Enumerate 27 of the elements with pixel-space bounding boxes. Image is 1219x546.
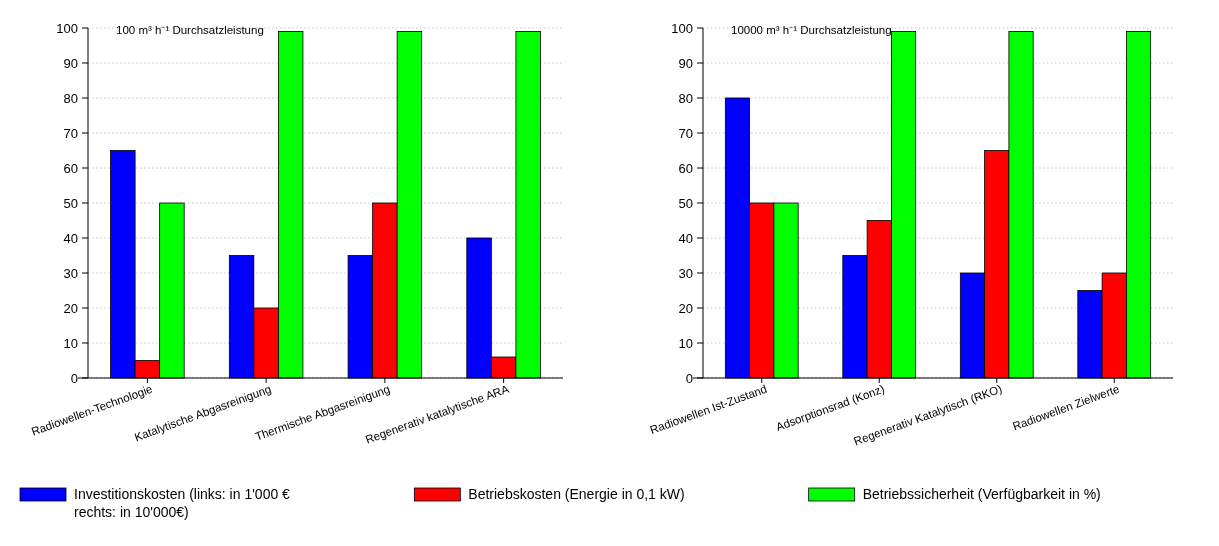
y-tick-label: 70 bbox=[63, 125, 78, 141]
y-tick-label: 80 bbox=[63, 90, 78, 106]
y-tick-label: 50 bbox=[63, 195, 78, 211]
legend-label: Betriebskosten (Energie in 0,1 kW) bbox=[468, 486, 685, 502]
y-tick-label: 0 bbox=[685, 370, 693, 386]
y-tick-label: 10 bbox=[678, 335, 693, 351]
y-tick-label: 40 bbox=[678, 230, 693, 246]
y-tick-label: 80 bbox=[678, 90, 693, 106]
y-tick-label: 40 bbox=[63, 230, 78, 246]
y-tick-label: 90 bbox=[678, 55, 693, 71]
y-tick-label: 10 bbox=[63, 335, 78, 351]
y-tick-label: 60 bbox=[678, 160, 693, 176]
y-tick-label: 20 bbox=[63, 300, 78, 316]
chart-title: 100 m³ h⁻¹ Durchsatzleistung bbox=[116, 24, 264, 36]
chart-title: 10000 m³ h⁻¹ Durchsatzleistung bbox=[731, 24, 892, 36]
y-tick-label: 0 bbox=[70, 370, 78, 386]
y-tick-label: 30 bbox=[678, 265, 693, 281]
y-tick-label: 50 bbox=[678, 195, 693, 211]
legend-label: Betriebssicherheit (Verfügbarkeit in %) bbox=[862, 486, 1101, 502]
y-tick-label: 30 bbox=[63, 265, 78, 281]
y-tick-label: 100 bbox=[56, 20, 78, 36]
y-tick-label: 90 bbox=[63, 55, 78, 71]
y-tick-label: 20 bbox=[678, 300, 693, 316]
y-tick-label: 100 bbox=[671, 20, 693, 36]
y-tick-label: 60 bbox=[63, 160, 78, 176]
legend-label: Investitionskosten (links: in 1'000 € rechts: in 10'000€) bbox=[74, 486, 291, 520]
y-tick-label: 70 bbox=[678, 125, 693, 141]
